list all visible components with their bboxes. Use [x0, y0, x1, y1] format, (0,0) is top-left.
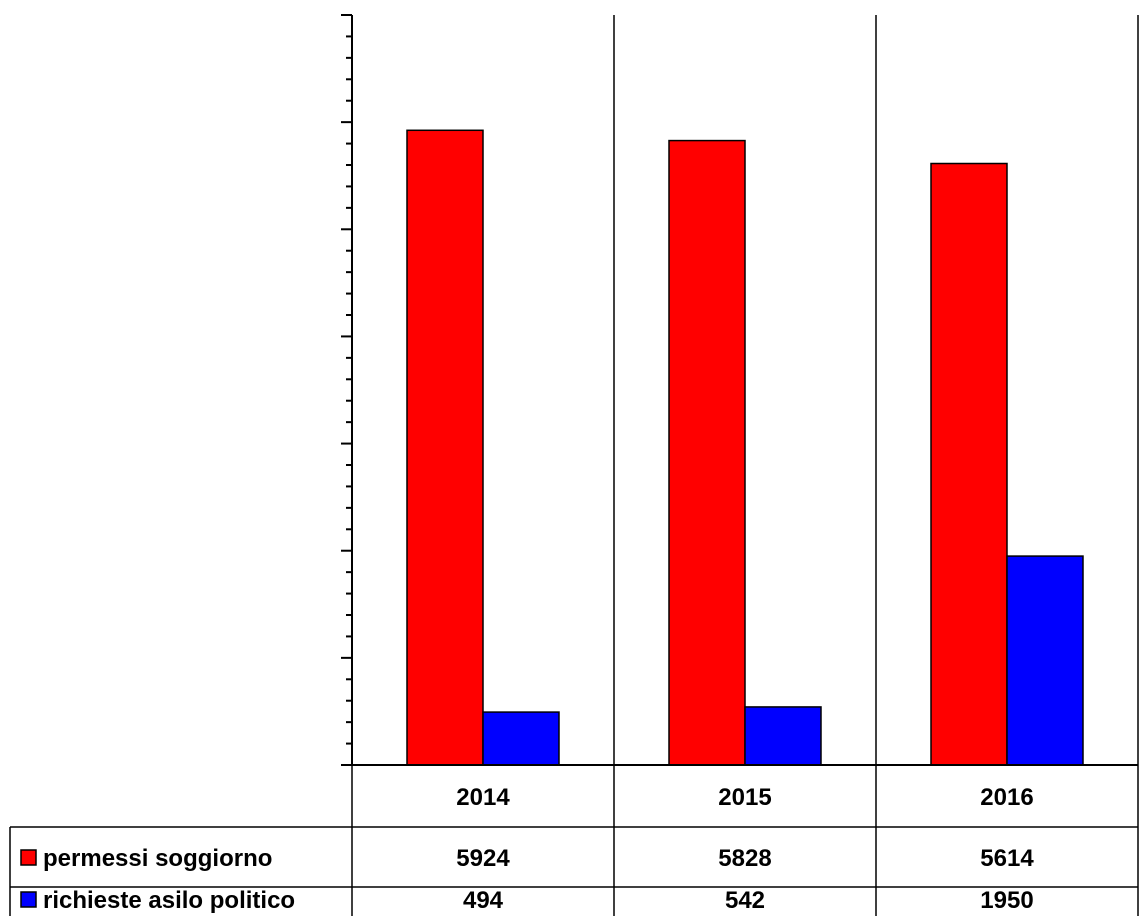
legend-key-richieste-asilo-politico: [20, 891, 37, 908]
bar-richieste-asilo-politico-2015: [744, 706, 822, 766]
x-tick-label: 2016: [980, 784, 1033, 811]
bar-richieste-asilo-politico-2016: [1006, 555, 1084, 766]
legend-key-permessi-soggiorno: [20, 849, 37, 866]
bar-permessi-soggiorno-2015: [668, 139, 746, 766]
y-axis: [341, 14, 1138, 766]
bar-permessi-soggiorno-2014: [406, 129, 484, 766]
x-tick-label: 2014: [456, 784, 510, 811]
legend-label-permessi-soggiorno: permessi soggiorno: [43, 845, 272, 872]
bar-richieste-asilo-politico-2014: [482, 711, 560, 766]
data-table-value: 1950: [980, 887, 1033, 914]
data-table: 2014 2015 2016 permessi soggiorno 5924 5828 56…: [9, 765, 1138, 916]
bar-permessi-soggiorno-2016: [930, 162, 1008, 766]
data-table-value: 5828: [718, 845, 771, 872]
data-table-value: 5924: [456, 845, 510, 872]
data-table-value: 542: [725, 887, 765, 914]
bars: [406, 129, 1084, 766]
data-table-value: 5614: [980, 845, 1034, 872]
x-tick-label: 2015: [718, 784, 771, 811]
data-table-value: 494: [463, 887, 504, 914]
legend-label-richieste-asilo-politico: richieste asilo politico: [43, 887, 295, 914]
